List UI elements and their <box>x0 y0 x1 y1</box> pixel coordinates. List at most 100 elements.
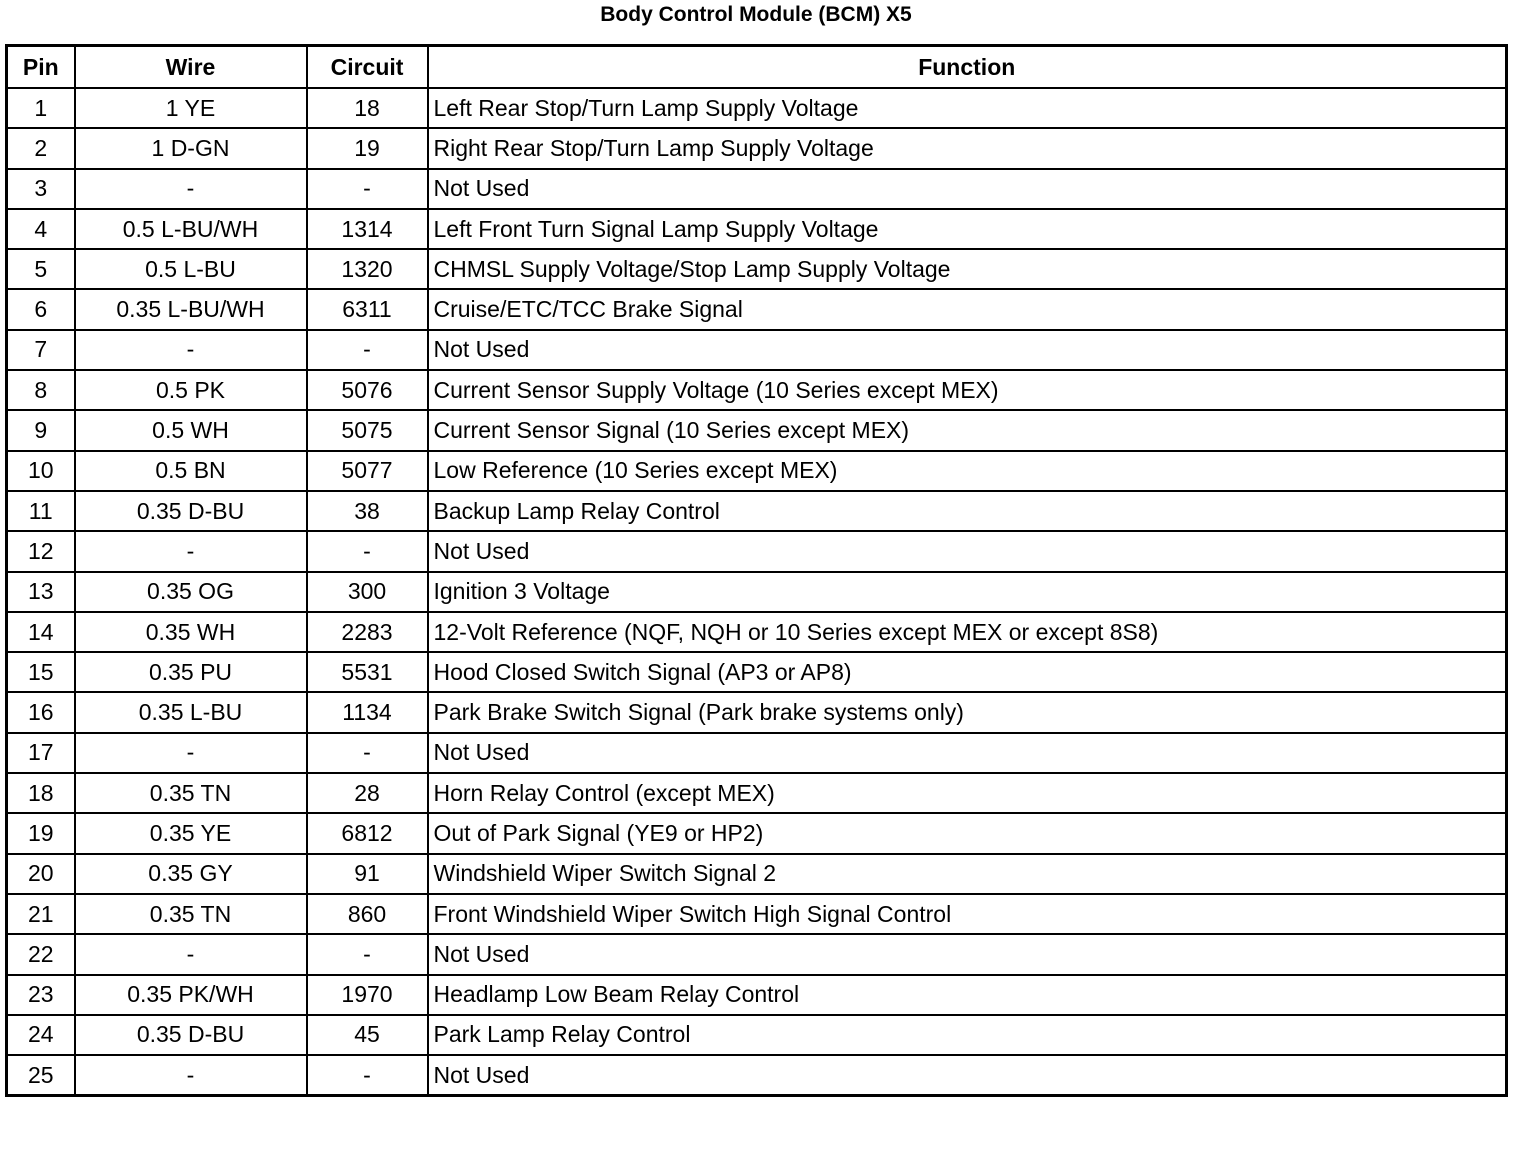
circuit-cell: 1320 <box>305 248 429 291</box>
table-row: 22- - Not Used <box>5 933 1508 976</box>
wire-cell: 0.35 L-BU/WH <box>73 288 308 331</box>
pin-cell: 6 <box>5 288 76 331</box>
circuit-cell: 5075 <box>305 409 429 452</box>
table-row: 16 0.35 L-BU 1134 Park Brake Switch Signal … <box>5 691 1508 734</box>
table-row: 9 0.5 WH 5075 Current Sensor Signal (10 Ser… <box>5 409 1508 452</box>
pin-cell: 19 <box>5 812 76 855</box>
wire-cell: 1 D-GN <box>73 127 308 170</box>
table-row: 5 0.5 L-BU 1320 CHMSL Supply Voltage/Stop L… <box>5 248 1508 291</box>
table-row: 23 0.35 PK/WH 1970 Headlamp Low Beam Relay … <box>5 973 1508 1016</box>
table-row: 12- - Not Used <box>5 530 1508 573</box>
header-pin: Pin <box>5 44 76 89</box>
wire-cell: - <box>73 1054 308 1097</box>
wire-cell: 0.35 YE <box>73 812 308 855</box>
wire-cell: - <box>73 167 308 210</box>
wire-cell: 0.35 PU <box>73 651 308 694</box>
pin-cell: 17 <box>5 731 76 775</box>
function-cell: Left Rear Stop/Turn Lamp Supply Voltage <box>426 86 1508 130</box>
wire-cell: - <box>73 530 308 573</box>
circuit-cell: 19 <box>305 127 429 170</box>
wire-cell: 0.35 PK/WH <box>73 973 308 1016</box>
circuit-cell: 5077 <box>305 449 429 492</box>
table-row: 8 0.5 PK 5076 Current Sensor Supply Voltage… <box>5 369 1508 412</box>
circuit-cell: 1970 <box>305 973 429 1016</box>
wire-cell: 0.35 TN <box>73 892 308 936</box>
pin-cell: 25 <box>5 1054 76 1097</box>
wire-cell: - <box>73 731 308 775</box>
function-cell: 12-Volt Reference (NQF, NQH or 10 Series… <box>426 610 1508 654</box>
pin-cell: 21 <box>5 892 76 936</box>
function-cell: Cruise/ETC/TCC Brake Signal <box>426 288 1508 331</box>
pin-cell: 5 <box>5 248 76 291</box>
pin-cell: 20 <box>5 852 76 895</box>
function-cell: Front Windshield Wiper Switch High Signa… <box>426 892 1508 936</box>
wire-cell: 0.5 L-BU/WH <box>73 207 308 251</box>
circuit-cell: 1314 <box>305 207 429 251</box>
wire-cell: 0.5 L-BU <box>73 248 308 291</box>
wire-cell: 0.35 D-BU <box>73 1013 308 1057</box>
circuit-cell: 6311 <box>305 288 429 331</box>
circuit-cell: - <box>305 1054 429 1097</box>
table-row: 18 0.35 TN 28 Horn Relay Control (except ME… <box>5 772 1508 815</box>
circuit-cell: - <box>305 167 429 210</box>
wire-cell: 0.35 D-BU <box>73 489 308 533</box>
circuit-cell: 2283 <box>305 610 429 654</box>
function-cell: Right Rear Stop/Turn Lamp Supply Voltage <box>426 127 1508 170</box>
pin-cell: 10 <box>5 449 76 492</box>
table-row: 10 0.5 BN 5077 Low Reference (10 Series exc… <box>5 449 1508 492</box>
pin-cell: 4 <box>5 207 76 251</box>
pin-cell: 2 <box>5 127 76 170</box>
function-cell: Current Sensor Supply Voltage (10 Series… <box>426 369 1508 412</box>
pin-cell: 16 <box>5 691 76 734</box>
table-row: 4 0.5 L-BU/WH 1314 Left Front Turn Signal L… <box>5 207 1508 251</box>
table-row: 6 0.35 L-BU/WH 6311 Cruise/ETC/TCC Brake Si… <box>5 288 1508 331</box>
table-row: 7- - Not Used <box>5 328 1508 372</box>
function-cell: Horn Relay Control (except MEX) <box>426 772 1508 815</box>
table-row: 14 0.35 WH 2283 12-Volt Reference (NQF, NQH… <box>5 610 1508 654</box>
table-row: 3- - Not Used <box>5 167 1508 210</box>
pin-cell: 13 <box>5 570 76 613</box>
function-cell: Windshield Wiper Switch Signal 2 <box>426 852 1508 895</box>
function-cell: Current Sensor Signal (10 Series except … <box>426 409 1508 452</box>
header-row: Pin Wire Circuit Function <box>5 44 1508 89</box>
table-title: Body Control Module (BCM) X5 <box>600 3 912 26</box>
function-cell: Out of Park Signal (YE9 or HP2) <box>426 812 1508 855</box>
function-cell: CHMSL Supply Voltage/Stop Lamp Supply Vo… <box>426 248 1508 291</box>
wire-cell: 0.35 L-BU <box>73 691 308 734</box>
circuit-cell: 1134 <box>305 691 429 734</box>
table-row: 17- - Not Used <box>5 731 1508 775</box>
wire-cell: 0.5 PK <box>73 369 308 412</box>
function-cell: Not Used <box>426 328 1508 372</box>
function-cell: Not Used <box>426 933 1508 976</box>
function-cell: Not Used <box>426 167 1508 210</box>
circuit-cell: 300 <box>305 570 429 613</box>
circuit-cell: 45 <box>305 1013 429 1057</box>
pin-cell: 23 <box>5 973 76 1016</box>
function-cell: Not Used <box>426 530 1508 573</box>
function-cell: Ignition 3 Voltage <box>426 570 1508 613</box>
function-cell: Not Used <box>426 1054 1508 1097</box>
circuit-cell: 38 <box>305 489 429 533</box>
pin-cell: 11 <box>5 489 76 533</box>
pin-cell: 24 <box>5 1013 76 1057</box>
header-function: Function <box>426 44 1508 89</box>
table-row: 19 0.35 YE 6812 Out of Park Signal (YE9 or … <box>5 812 1508 855</box>
wire-cell: 0.5 WH <box>73 409 308 452</box>
circuit-cell: - <box>305 530 429 573</box>
circuit-cell: - <box>305 933 429 976</box>
function-cell: Left Front Turn Signal Lamp Supply Volta… <box>426 207 1508 251</box>
circuit-cell: 28 <box>305 772 429 815</box>
wire-cell: 0.35 TN <box>73 772 308 815</box>
pin-cell: 18 <box>5 772 76 815</box>
pin-cell: 22 <box>5 933 76 976</box>
function-cell: Hood Closed Switch Signal (AP3 or AP8) <box>426 651 1508 694</box>
header-circuit: Circuit <box>305 44 429 89</box>
wire-cell: 0.35 GY <box>73 852 308 895</box>
pin-cell: 15 <box>5 651 76 694</box>
pin-cell: 14 <box>5 610 76 654</box>
wire-cell: - <box>73 933 308 976</box>
circuit-cell: - <box>305 328 429 372</box>
pin-cell: 9 <box>5 409 76 452</box>
circuit-cell: 18 <box>305 86 429 130</box>
